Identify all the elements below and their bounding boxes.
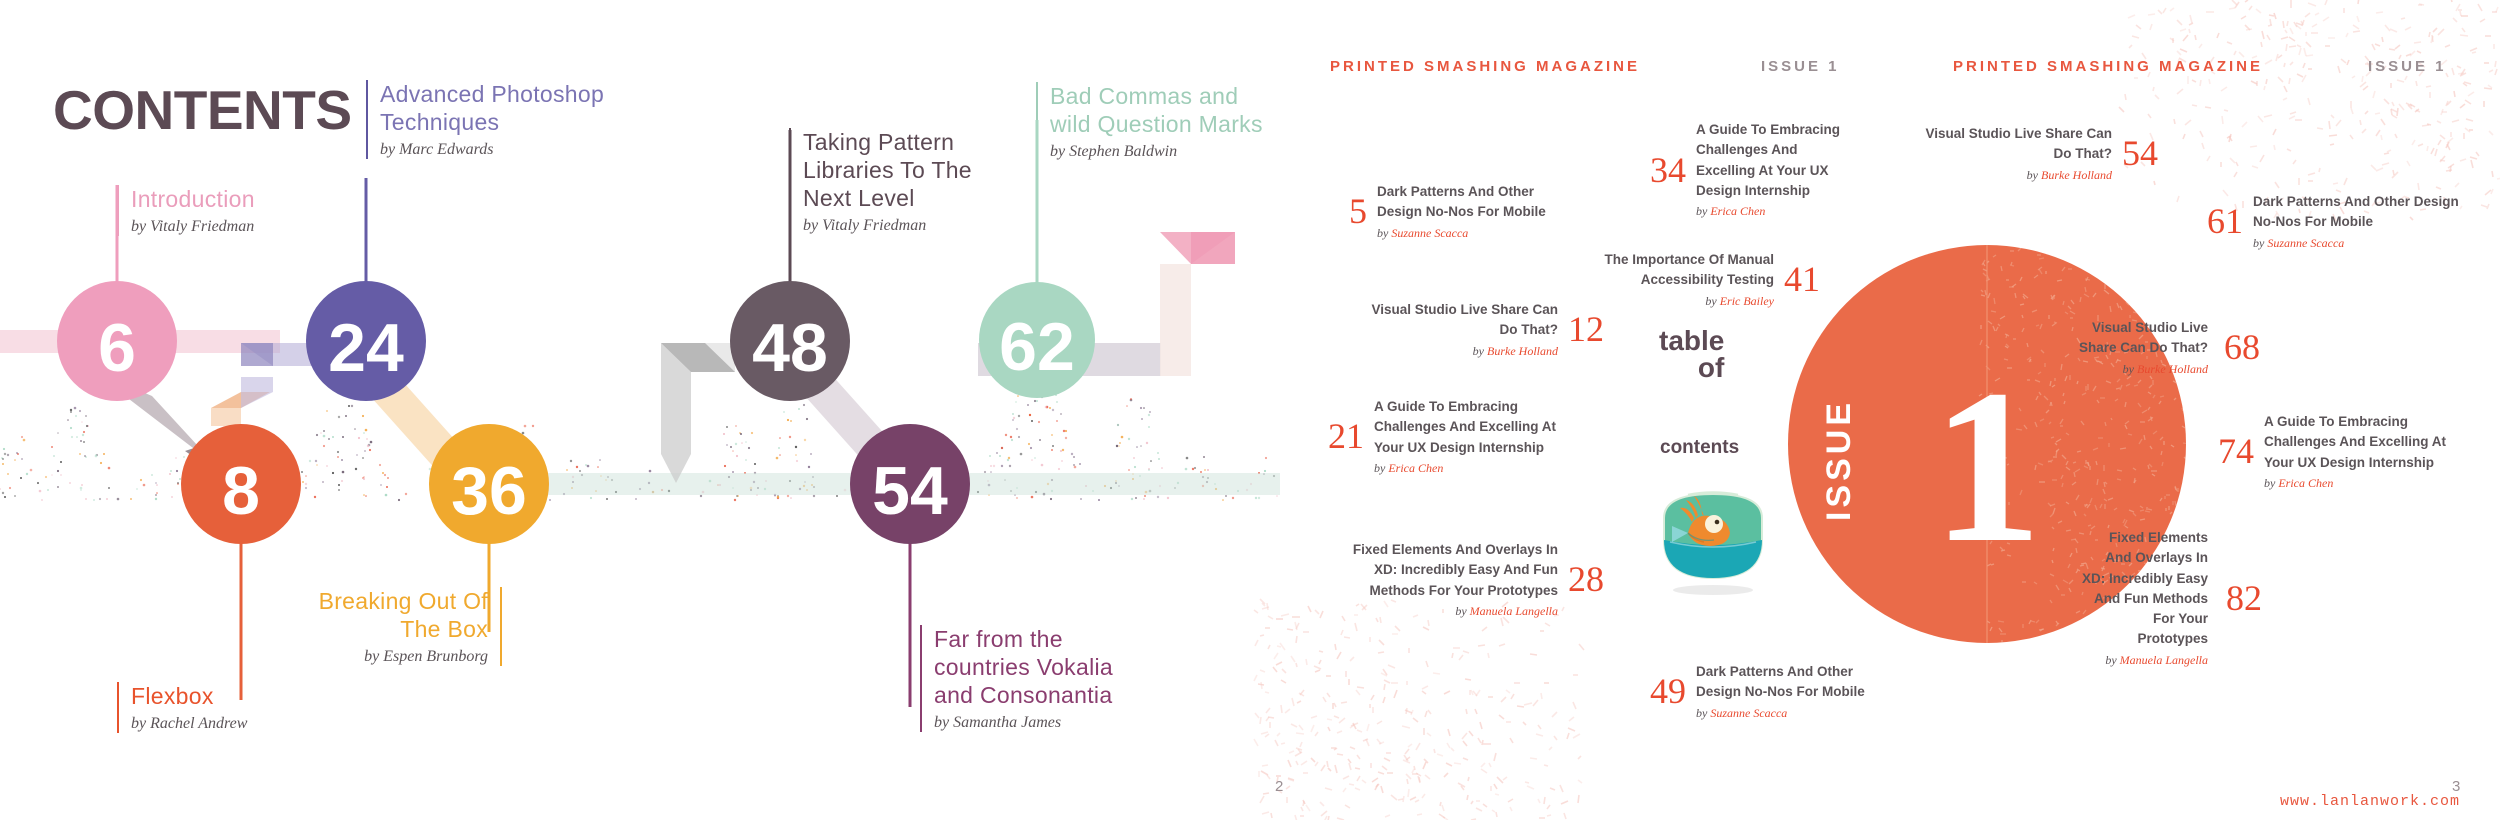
svg-text:ISSUE: ISSUE: [1820, 399, 1858, 521]
svg-text:24: 24: [328, 310, 404, 386]
svg-text:1: 1: [1932, 344, 2042, 588]
svg-text:36: 36: [451, 453, 527, 529]
svg-text:6: 6: [98, 310, 136, 386]
svg-text:54: 54: [872, 453, 948, 529]
svg-text:62: 62: [999, 309, 1075, 385]
svg-text:8: 8: [222, 453, 260, 529]
svg-text:48: 48: [752, 310, 828, 386]
